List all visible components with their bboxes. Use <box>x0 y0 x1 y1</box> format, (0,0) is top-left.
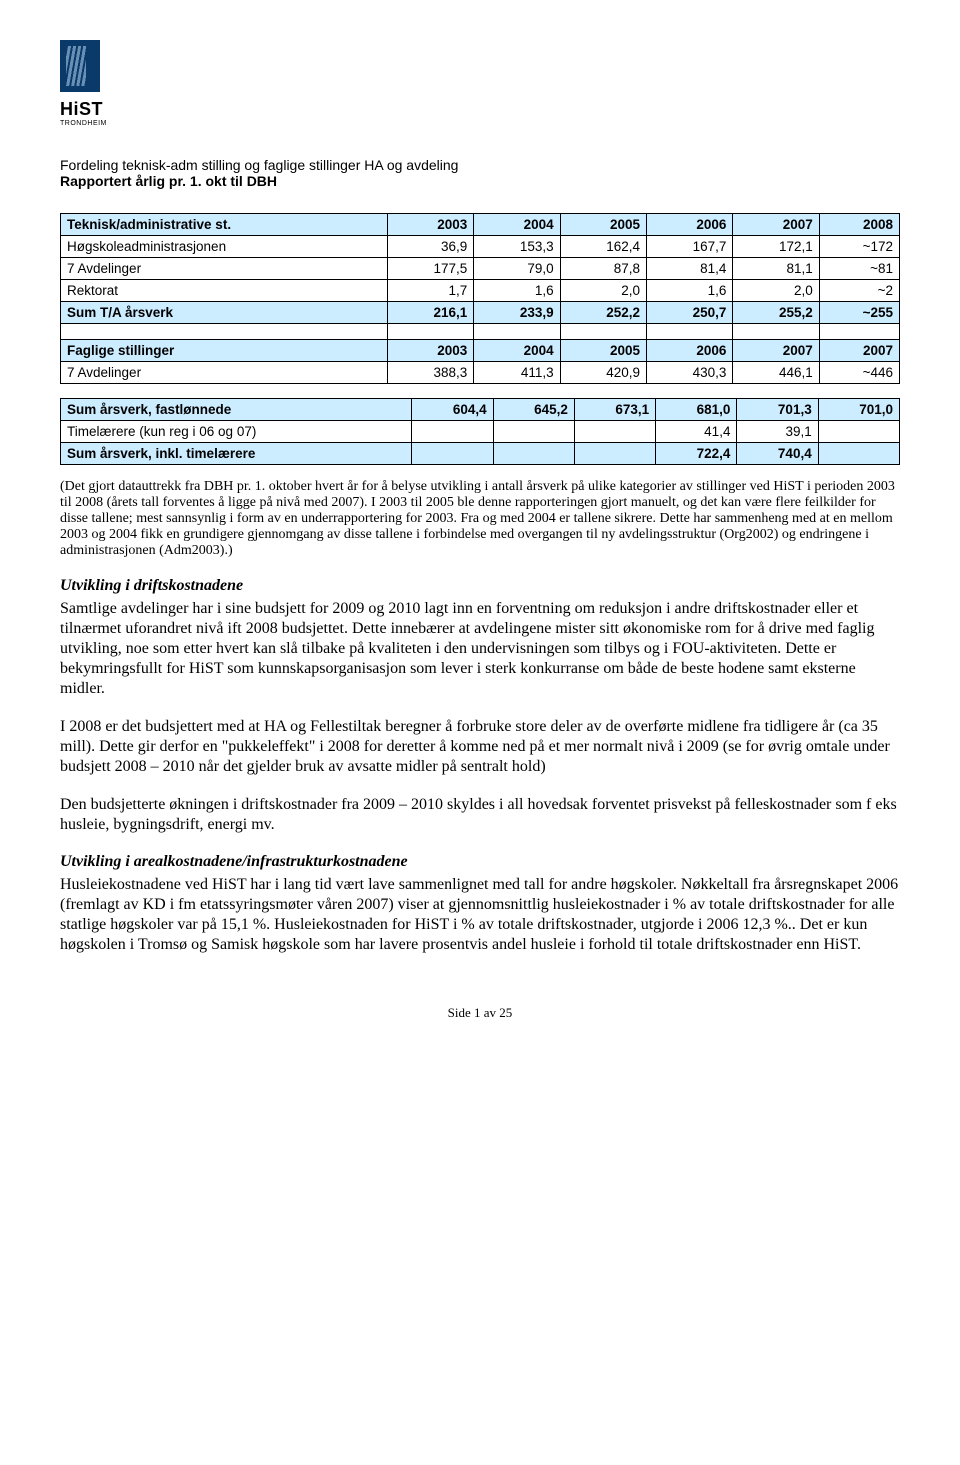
t1-row-cell-1-4: 81,1 <box>733 258 819 280</box>
t3-row-cell-0-4: 701,3 <box>737 399 818 421</box>
t1-row-cell-0-5: ~172 <box>819 236 899 258</box>
section-0-para-1: I 2008 er det budsjettert med at HA og F… <box>60 717 900 777</box>
t1-row-cell-0-0: 36,9 <box>387 236 473 258</box>
t1-sum-cell-0-1: 233,9 <box>474 302 560 324</box>
t1-header-label: Teknisk/administrative st. <box>61 214 388 236</box>
t1-year-5: 2008 <box>819 214 899 236</box>
table-sum-aarsverk: Sum årsverk, fastlønnede604,4645,2673,16… <box>60 398 900 465</box>
t1-year-4: 2007 <box>733 214 819 236</box>
t1-row-cell-2-3: 1,6 <box>647 280 733 302</box>
t1-year-3: 2006 <box>647 214 733 236</box>
intro-line-2: Rapportert årlig pr. 1. okt til DBH <box>60 173 900 189</box>
t1-sum-cell-0-3: 250,7 <box>647 302 733 324</box>
t1-sum-label-0: Sum T/A årsverk <box>61 302 388 324</box>
t1-row-cell-0-3: 167,7 <box>647 236 733 258</box>
t1-year-1: 2004 <box>474 214 560 236</box>
t1-sum-cell-0-0: 216,1 <box>387 302 473 324</box>
t2-row-cell-0-1: 411,3 <box>474 362 560 384</box>
t2-header-label: Faglige stillinger <box>61 340 388 362</box>
t1-sum-cell-0-2: 252,2 <box>560 302 646 324</box>
t1-row-cell-0-1: 153,3 <box>474 236 560 258</box>
t1-row-label-2: Rektorat <box>61 280 388 302</box>
t3-row-label-1: Timelærere (kun reg i 06 og 07) <box>61 421 412 443</box>
t3-row-cell-1-2 <box>574 421 655 443</box>
t1-row-cell-2-0: 1,7 <box>387 280 473 302</box>
t3-row-cell-0-0: 604,4 <box>412 399 493 421</box>
t1-sum-cell-0-4: 255,2 <box>733 302 819 324</box>
t3-row-cell-0-5: 701,0 <box>818 399 899 421</box>
t1-row-cell-2-1: 1,6 <box>474 280 560 302</box>
t3-row-cell-1-0 <box>412 421 493 443</box>
table-tech-admin: Teknisk/administrative st. 2003 2004 200… <box>60 213 900 384</box>
t3-row-cell-1-5 <box>818 421 899 443</box>
t1-row-cell-0-2: 162,4 <box>560 236 646 258</box>
section-head-0: Utvikling i driftskostnadene <box>60 577 900 595</box>
t1-row-cell-2-4: 2,0 <box>733 280 819 302</box>
t3-row-cell-2-3: 722,4 <box>656 443 737 465</box>
t1-row-cell-1-0: 177,5 <box>387 258 473 280</box>
t2-row-cell-0-3: 430,3 <box>647 362 733 384</box>
t1-row-cell-2-5: ~2 <box>819 280 899 302</box>
t2-row-cell-0-4: 446,1 <box>733 362 819 384</box>
t1-row-cell-2-2: 2,0 <box>560 280 646 302</box>
data-note: (Det gjort datauttrekk fra DBH pr. 1. ok… <box>60 479 900 559</box>
t1-row-cell-1-1: 79,0 <box>474 258 560 280</box>
t3-row-cell-2-4: 740,4 <box>737 443 818 465</box>
t3-row-cell-2-0 <box>412 443 493 465</box>
t3-row-cell-2-2 <box>574 443 655 465</box>
t3-row-cell-0-3: 681,0 <box>656 399 737 421</box>
logo-name: HiST <box>60 99 900 120</box>
t3-row-cell-2-5 <box>818 443 899 465</box>
t3-row-cell-2-1 <box>493 443 574 465</box>
t2-row-cell-0-0: 388,3 <box>387 362 473 384</box>
t2-year-4: 2007 <box>733 340 819 362</box>
t2-row-cell-0-5: ~446 <box>819 362 899 384</box>
intro-line-1: Fordeling teknisk-adm stilling og faglig… <box>60 157 900 173</box>
section-1-para-0: Husleiekostnadene ved HiST har i lang ti… <box>60 875 900 955</box>
t1-row-label-0: Høgskoleadministrasjonen <box>61 236 388 258</box>
section-head-1: Utvikling i arealkostnadene/infrastruktu… <box>60 853 900 871</box>
t1-year-2: 2005 <box>560 214 646 236</box>
t3-row-cell-1-1 <box>493 421 574 443</box>
t2-year-0: 2003 <box>387 340 473 362</box>
t1-sum-cell-0-5: ~255 <box>819 302 899 324</box>
t3-row-cell-0-1: 645,2 <box>493 399 574 421</box>
t3-row-cell-0-2: 673,1 <box>574 399 655 421</box>
t3-row-cell-1-4: 39,1 <box>737 421 818 443</box>
t1-year-0: 2003 <box>387 214 473 236</box>
t1-row-cell-1-5: ~81 <box>819 258 899 280</box>
t1-row-cell-1-2: 87,8 <box>560 258 646 280</box>
t2-year-5: 2007 <box>819 340 899 362</box>
t2-row-label-0: 7 Avdelinger <box>61 362 388 384</box>
t3-row-label-2: Sum årsverk, inkl. timelærere <box>61 443 412 465</box>
t3-row-label-0: Sum årsverk, fastlønnede <box>61 399 412 421</box>
logo-sub: TRONDHEIM <box>60 120 900 127</box>
t3-row-cell-1-3: 41,4 <box>656 421 737 443</box>
logo-mark <box>60 40 100 92</box>
t2-year-1: 2004 <box>474 340 560 362</box>
t1-row-cell-0-4: 172,1 <box>733 236 819 258</box>
t2-year-2: 2005 <box>560 340 646 362</box>
section-0-para-0: Samtlige avdelinger har i sine budsjett … <box>60 599 900 699</box>
section-0-para-2: Den budsjetterte økningen i driftskostna… <box>60 795 900 835</box>
logo: HiST TRONDHEIM <box>60 40 900 127</box>
page-footer: Side 1 av 25 <box>60 1005 900 1021</box>
t1-row-cell-1-3: 81,4 <box>647 258 733 280</box>
t1-row-label-1: 7 Avdelinger <box>61 258 388 280</box>
t2-row-cell-0-2: 420,9 <box>560 362 646 384</box>
t2-year-3: 2006 <box>647 340 733 362</box>
